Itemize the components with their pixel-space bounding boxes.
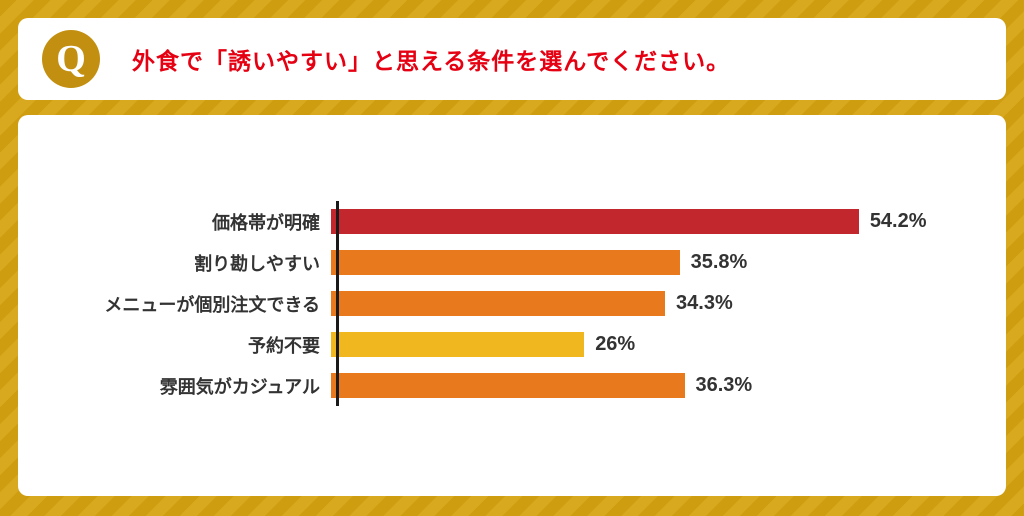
bar-track: 26%	[328, 324, 964, 365]
bar-row: 雰囲気がカジュアル 36.3%	[48, 365, 964, 406]
bar-value-label: 35.8%	[690, 251, 748, 273]
bar-track: 34.3%	[328, 283, 964, 324]
bar-track: 36.3%	[328, 365, 964, 406]
bar-category-label: 割り勘しやすい	[194, 253, 320, 274]
bar-value-label: 26%	[595, 333, 636, 355]
question-header-card: Q 外食で「誘いやすい」と思える条件を選んでください。	[18, 18, 1006, 100]
bar-row: 予約不要 26%	[48, 324, 964, 365]
bar-value-label: 36.3%	[695, 374, 753, 396]
bar	[331, 373, 685, 398]
bar-value-label: 34.3%	[676, 292, 733, 314]
bar-category-label: 雰囲気がカジュアル	[159, 376, 320, 397]
bar	[331, 209, 859, 234]
question-text: 外食で「誘いやすい」と思える条件を選んでください。	[132, 48, 731, 74]
bar-track: 54.2%	[328, 201, 964, 242]
bar-row: 割り勘しやすい 35.8%	[48, 242, 964, 283]
bar-row: メニューが個別注文できる 34.3%	[48, 283, 964, 324]
bar-row: 価格帯が明確 54.2%	[48, 201, 964, 242]
bar	[331, 250, 680, 275]
q-badge: Q	[42, 30, 100, 88]
q-badge-letter: Q	[56, 38, 86, 80]
bar-track: 35.8%	[328, 242, 964, 283]
axis-line	[336, 201, 339, 406]
bar	[331, 291, 666, 316]
bar-category-label: メニューが個別注文できる	[104, 294, 320, 315]
bar-category-label: 予約不要	[248, 335, 320, 356]
bar	[331, 332, 585, 357]
bar-chart: 価格帯が明確 54.2% 割り勘しやすい 35.8% メニューが個別注文できる 34.3%…	[48, 201, 964, 406]
bar-category-label: 価格帯が明確	[212, 212, 320, 233]
chart-card: 価格帯が明確 54.2% 割り勘しやすい 35.8% メニューが個別注文できる 34.3%…	[18, 115, 1006, 496]
bar-value-label: 54.2%	[869, 210, 927, 232]
